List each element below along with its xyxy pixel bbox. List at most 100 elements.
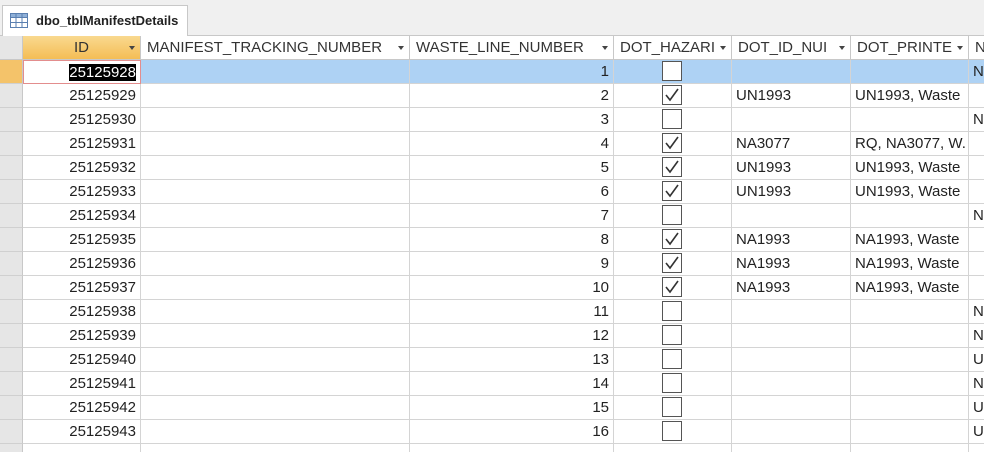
cell[interactable]: 25125936 <box>23 252 141 276</box>
cell[interactable]: UN1993, Waste <box>851 84 969 108</box>
cell[interactable] <box>732 300 851 324</box>
cell[interactable] <box>410 444 614 452</box>
cell[interactable]: UN1993 <box>732 84 851 108</box>
column-header[interactable]: DOT_ID_NUI <box>732 36 851 60</box>
dropdown-arrow[interactable] <box>398 46 404 50</box>
cell[interactable]: 2 <box>410 84 614 108</box>
column-header[interactable]: MANIFEST_TRACKING_NUMBER <box>141 36 410 60</box>
checkbox[interactable] <box>662 61 682 81</box>
cell[interactable]: NA1993 <box>732 252 851 276</box>
row-selector[interactable] <box>0 348 23 372</box>
cell[interactable] <box>732 324 851 348</box>
cell[interactable]: NA1993, Waste <box>851 276 969 300</box>
column-header[interactable]: ID <box>23 36 141 60</box>
cell[interactable]: 25125940 <box>23 348 141 372</box>
cell[interactable]: NA3077 <box>732 132 851 156</box>
cell[interactable]: U <box>969 396 984 420</box>
cell[interactable]: 25125938 <box>23 300 141 324</box>
row-selector[interactable] <box>0 228 23 252</box>
cell[interactable]: 11 <box>410 300 614 324</box>
cell[interactable] <box>969 132 984 156</box>
cell[interactable]: NA1993 <box>732 228 851 252</box>
cell[interactable] <box>851 324 969 348</box>
cell[interactable]: 25125935 <box>23 228 141 252</box>
checkbox[interactable] <box>662 349 682 369</box>
cell[interactable] <box>732 396 851 420</box>
cell[interactable] <box>851 396 969 420</box>
cell[interactable] <box>732 60 851 84</box>
cell[interactable]: 14 <box>410 372 614 396</box>
row-selector[interactable] <box>0 156 23 180</box>
cell[interactable] <box>851 444 969 452</box>
cell[interactable] <box>732 204 851 228</box>
cell[interactable] <box>141 300 410 324</box>
select-all[interactable] <box>0 36 23 60</box>
cell[interactable] <box>969 276 984 300</box>
cell[interactable] <box>732 420 851 444</box>
cell[interactable] <box>969 180 984 204</box>
cell[interactable]: UN1993, Waste <box>851 156 969 180</box>
cell[interactable] <box>141 252 410 276</box>
cell[interactable]: 5 <box>410 156 614 180</box>
checkbox[interactable] <box>662 301 682 321</box>
cell[interactable]: 25125937 <box>23 276 141 300</box>
cell[interactable]: U <box>969 420 984 444</box>
column-header[interactable]: N <box>969 36 984 60</box>
cell[interactable]: 1 <box>410 60 614 84</box>
cell[interactable] <box>141 420 410 444</box>
cell[interactable]: 9 <box>410 252 614 276</box>
checkbox[interactable] <box>662 181 682 201</box>
cell[interactable]: 25125941 <box>23 372 141 396</box>
checkbox[interactable] <box>662 277 682 297</box>
cell[interactable]: 6 <box>410 180 614 204</box>
cell[interactable]: 25125930 <box>23 108 141 132</box>
cell[interactable] <box>141 372 410 396</box>
cell[interactable] <box>141 60 410 84</box>
checkbox[interactable] <box>662 85 682 105</box>
row-selector[interactable] <box>0 108 23 132</box>
tab[interactable]: dbo_tblManifestDetails <box>2 5 188 37</box>
checkbox[interactable] <box>662 205 682 225</box>
cell[interactable]: 25125929 <box>23 84 141 108</box>
checkbox[interactable] <box>662 229 682 249</box>
cell[interactable]: 25125933 <box>23 180 141 204</box>
cell[interactable]: UN1993 <box>732 180 851 204</box>
dropdown-arrow[interactable] <box>602 46 608 50</box>
checkbox[interactable] <box>662 157 682 177</box>
cell[interactable] <box>141 156 410 180</box>
cell[interactable] <box>969 228 984 252</box>
row-selector[interactable] <box>0 396 23 420</box>
cell[interactable]: RQ, NA3077, W. <box>851 132 969 156</box>
row-selector[interactable] <box>0 372 23 396</box>
cell[interactable] <box>732 372 851 396</box>
cell[interactable] <box>141 204 410 228</box>
cell[interactable] <box>851 300 969 324</box>
row-selector[interactable] <box>0 444 23 452</box>
cell[interactable] <box>851 420 969 444</box>
cell[interactable] <box>969 156 984 180</box>
cell[interactable] <box>141 324 410 348</box>
row-selector[interactable] <box>0 204 23 228</box>
cell[interactable] <box>732 348 851 372</box>
cell[interactable]: 7 <box>410 204 614 228</box>
cell[interactable]: 8 <box>410 228 614 252</box>
column-header[interactable]: DOT_HAZARI <box>614 36 732 60</box>
row-selector[interactable] <box>0 180 23 204</box>
cell[interactable] <box>141 228 410 252</box>
checkbox[interactable] <box>662 421 682 441</box>
dropdown-arrow[interactable] <box>839 46 845 50</box>
row-selector[interactable] <box>0 132 23 156</box>
dropdown-arrow[interactable] <box>720 46 726 50</box>
cell[interactable]: N <box>969 60 984 84</box>
cell[interactable]: N <box>969 108 984 132</box>
cell[interactable] <box>141 180 410 204</box>
row-selector[interactable] <box>0 420 23 444</box>
checkbox[interactable] <box>662 253 682 273</box>
row-selector[interactable] <box>0 324 23 348</box>
cell[interactable]: 25125939 <box>23 324 141 348</box>
cell[interactable] <box>851 372 969 396</box>
row-selector[interactable] <box>0 84 23 108</box>
cell[interactable] <box>969 252 984 276</box>
cell[interactable]: 4 <box>410 132 614 156</box>
column-header[interactable]: WASTE_LINE_NUMBER <box>410 36 614 60</box>
